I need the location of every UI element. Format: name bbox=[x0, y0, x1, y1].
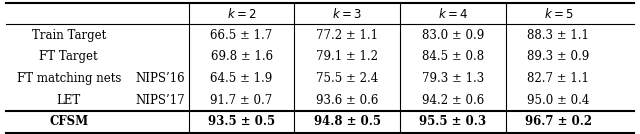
Text: Train Target: Train Target bbox=[31, 29, 106, 42]
Text: 96.7 ± 0.2: 96.7 ± 0.2 bbox=[525, 115, 592, 128]
Text: FT Target: FT Target bbox=[40, 50, 98, 63]
Text: 84.5 ± 0.8: 84.5 ± 0.8 bbox=[422, 50, 484, 63]
Text: 66.5 ± 1.7: 66.5 ± 1.7 bbox=[211, 29, 273, 42]
Text: CFSM: CFSM bbox=[49, 115, 88, 128]
Text: 79.1 ± 1.2: 79.1 ± 1.2 bbox=[316, 50, 378, 63]
Text: 94.2 ± 0.6: 94.2 ± 0.6 bbox=[422, 94, 484, 107]
Text: 79.3 ± 1.3: 79.3 ± 1.3 bbox=[422, 72, 484, 85]
Text: $k = 2$: $k = 2$ bbox=[227, 7, 257, 21]
Text: 88.3 ± 1.1: 88.3 ± 1.1 bbox=[527, 29, 589, 42]
Text: 91.7 ± 0.7: 91.7 ± 0.7 bbox=[211, 94, 273, 107]
Text: 69.8 ± 1.6: 69.8 ± 1.6 bbox=[211, 50, 273, 63]
Text: LET: LET bbox=[57, 94, 81, 107]
Text: 95.0 ± 0.4: 95.0 ± 0.4 bbox=[527, 94, 589, 107]
Text: $k = 4$: $k = 4$ bbox=[438, 7, 468, 21]
Text: 75.5 ± 2.4: 75.5 ± 2.4 bbox=[316, 72, 378, 85]
Text: 94.8 ± 0.5: 94.8 ± 0.5 bbox=[314, 115, 381, 128]
Text: 93.6 ± 0.6: 93.6 ± 0.6 bbox=[316, 94, 378, 107]
Text: 77.2 ± 1.1: 77.2 ± 1.1 bbox=[316, 29, 378, 42]
Text: $k = 5$: $k = 5$ bbox=[543, 7, 573, 21]
Text: 83.0 ± 0.9: 83.0 ± 0.9 bbox=[422, 29, 484, 42]
Text: 89.3 ± 0.9: 89.3 ± 0.9 bbox=[527, 50, 589, 63]
Text: FT matching nets: FT matching nets bbox=[17, 72, 121, 85]
Text: 64.5 ± 1.9: 64.5 ± 1.9 bbox=[211, 72, 273, 85]
Text: $k = 3$: $k = 3$ bbox=[332, 7, 362, 21]
Text: NIPS’17: NIPS’17 bbox=[135, 94, 185, 107]
Text: 95.5 ± 0.3: 95.5 ± 0.3 bbox=[419, 115, 486, 128]
Text: 93.5 ± 0.5: 93.5 ± 0.5 bbox=[208, 115, 275, 128]
Text: 82.7 ± 1.1: 82.7 ± 1.1 bbox=[527, 72, 589, 85]
Text: NIPS’16: NIPS’16 bbox=[135, 72, 185, 85]
